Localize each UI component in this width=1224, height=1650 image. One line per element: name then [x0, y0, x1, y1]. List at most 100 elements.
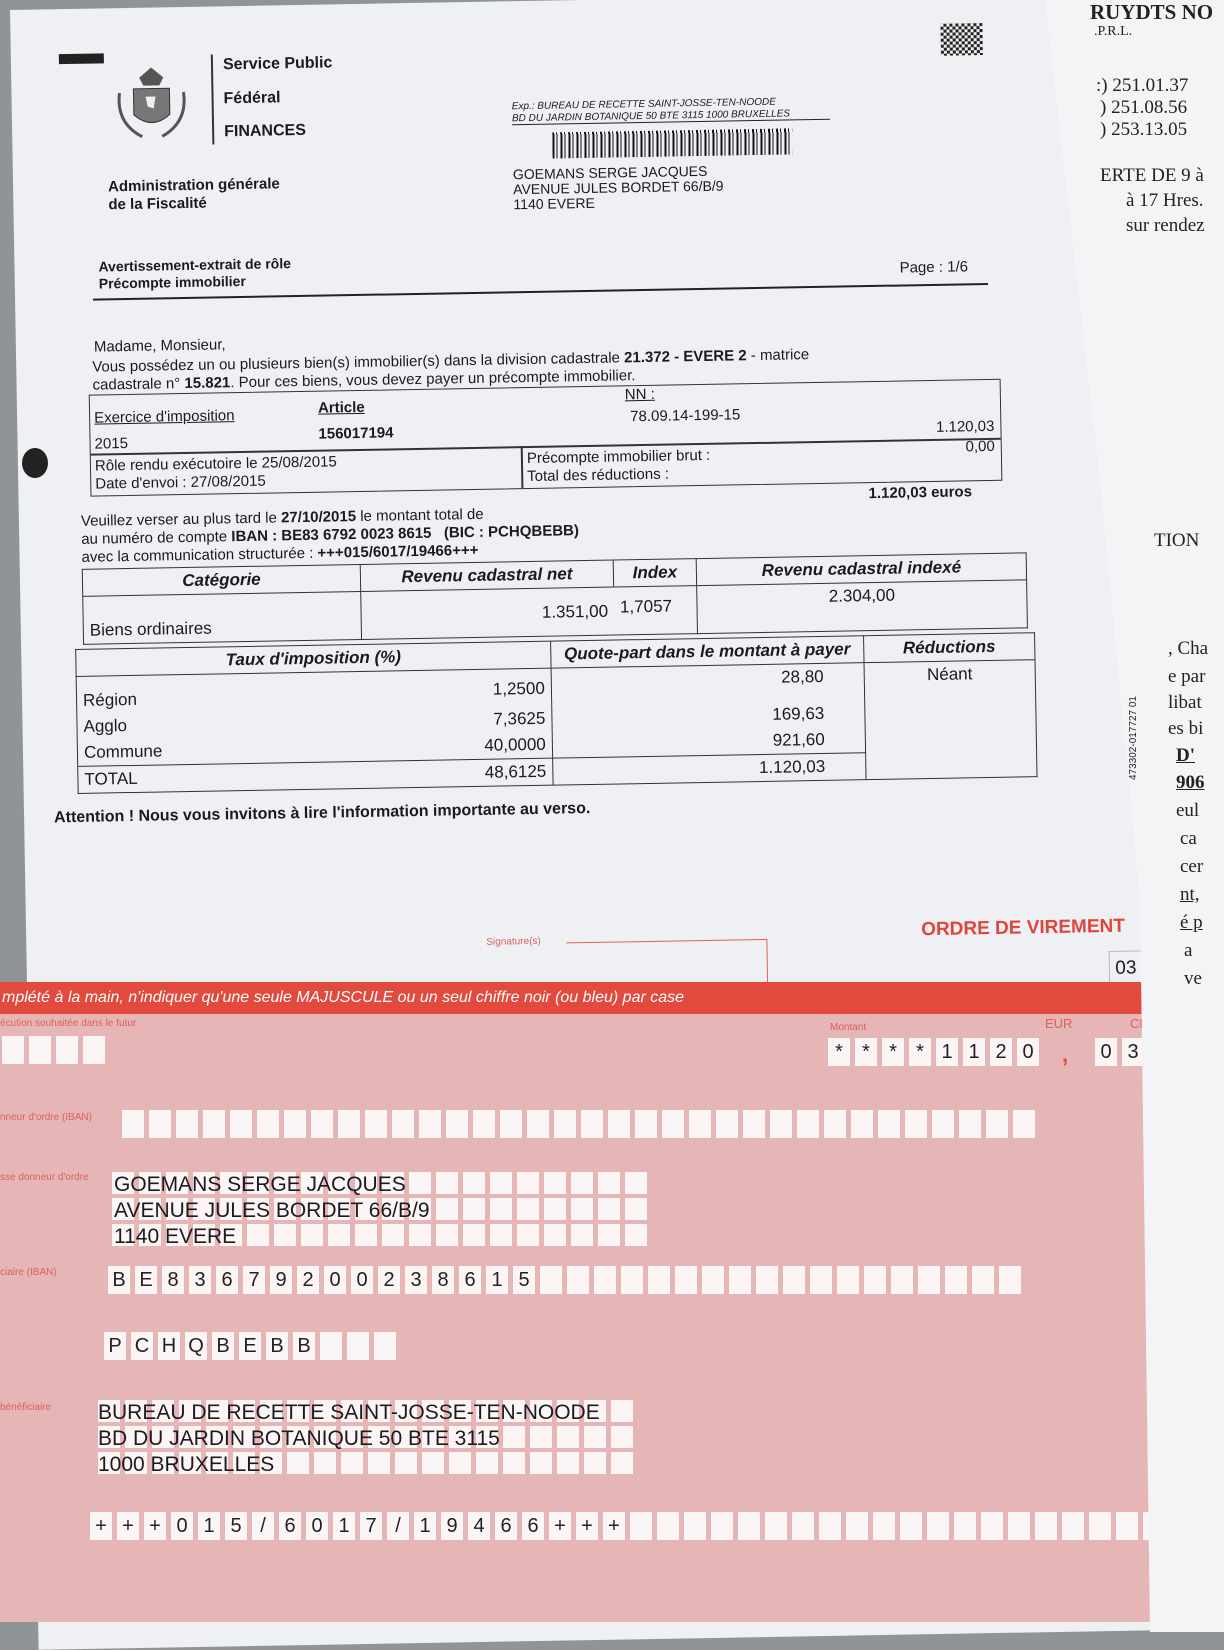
char-box[interactable]: [864, 1266, 886, 1294]
char-box[interactable]: E: [239, 1332, 261, 1360]
char-box[interactable]: 9: [441, 1512, 463, 1540]
char-box[interactable]: +: [603, 1512, 625, 1540]
char-box[interactable]: [149, 1110, 171, 1138]
char-box[interactable]: [792, 1512, 814, 1540]
char-box[interactable]: [711, 1512, 733, 1540]
char-box[interactable]: 3: [405, 1266, 427, 1294]
char-box[interactable]: [540, 1266, 562, 1294]
char-box[interactable]: +: [117, 1512, 139, 1540]
char-box[interactable]: [1062, 1512, 1084, 1540]
char-box[interactable]: [846, 1512, 868, 1540]
char-box[interactable]: 6: [216, 1266, 238, 1294]
char-box[interactable]: [500, 1110, 522, 1138]
execution-date-field[interactable]: [2, 1036, 105, 1064]
char-box[interactable]: 6: [495, 1512, 517, 1540]
char-box[interactable]: [783, 1266, 805, 1294]
char-box[interactable]: [716, 1110, 738, 1138]
char-box[interactable]: +: [144, 1512, 166, 1540]
char-box[interactable]: [176, 1110, 198, 1138]
char-box[interactable]: [981, 1512, 1003, 1540]
char-box[interactable]: [594, 1266, 616, 1294]
char-box[interactable]: [621, 1266, 643, 1294]
char-box[interactable]: /: [387, 1512, 409, 1540]
amount-field[interactable]: * * * * 1 1 2 0: [828, 1038, 1039, 1066]
char-box[interactable]: [1035, 1512, 1057, 1540]
char-box[interactable]: [932, 1110, 954, 1138]
char-box[interactable]: [756, 1266, 778, 1294]
char-box[interactable]: B: [293, 1332, 315, 1360]
char-box[interactable]: 3: [1122, 1038, 1144, 1066]
char-box[interactable]: 0: [324, 1266, 346, 1294]
char-box[interactable]: P: [104, 1332, 126, 1360]
char-box[interactable]: [320, 1332, 342, 1360]
char-box[interactable]: 4: [468, 1512, 490, 1540]
char-box[interactable]: [657, 1512, 679, 1540]
beneficiary-address-field[interactable]: BUREAU DE RECETTE SAINT-JOSSE-TEN-NOODE …: [98, 1400, 600, 1478]
char-box[interactable]: [797, 1110, 819, 1138]
char-box[interactable]: [662, 1110, 684, 1138]
char-box[interactable]: *: [828, 1038, 850, 1066]
char-box[interactable]: 7: [243, 1266, 265, 1294]
char-box[interactable]: 2: [297, 1266, 319, 1294]
char-box[interactable]: [392, 1110, 414, 1138]
char-box[interactable]: *: [882, 1038, 904, 1066]
char-box[interactable]: [527, 1110, 549, 1138]
char-box[interactable]: [2, 1036, 24, 1064]
char-box[interactable]: 0: [306, 1512, 328, 1540]
char-box[interactable]: [446, 1110, 468, 1138]
char-box[interactable]: 1: [963, 1038, 985, 1066]
char-box[interactable]: [29, 1036, 51, 1064]
char-box[interactable]: [635, 1110, 657, 1138]
char-box[interactable]: +: [549, 1512, 571, 1540]
char-box[interactable]: 6: [279, 1512, 301, 1540]
char-box[interactable]: [999, 1266, 1021, 1294]
char-box[interactable]: 0: [1095, 1038, 1117, 1066]
char-box[interactable]: [338, 1110, 360, 1138]
char-box[interactable]: [374, 1332, 396, 1360]
char-box[interactable]: B: [212, 1332, 234, 1360]
char-box[interactable]: [1116, 1512, 1138, 1540]
char-box[interactable]: [945, 1266, 967, 1294]
char-box[interactable]: [819, 1512, 841, 1540]
char-box[interactable]: [905, 1110, 927, 1138]
char-box[interactable]: [203, 1110, 225, 1138]
char-box[interactable]: 7: [360, 1512, 382, 1540]
char-box[interactable]: [1008, 1512, 1030, 1540]
char-box[interactable]: [918, 1266, 940, 1294]
char-box[interactable]: [56, 1036, 78, 1064]
donor-iban-field[interactable]: [122, 1110, 1035, 1138]
char-box[interactable]: B: [108, 1266, 130, 1294]
char-box[interactable]: [873, 1512, 895, 1540]
char-box[interactable]: B: [266, 1332, 288, 1360]
char-box[interactable]: [743, 1110, 765, 1138]
char-box[interactable]: [567, 1266, 589, 1294]
char-box[interactable]: [1089, 1512, 1111, 1540]
char-box[interactable]: [689, 1110, 711, 1138]
char-box[interactable]: [608, 1110, 630, 1138]
char-box[interactable]: [851, 1110, 873, 1138]
char-box[interactable]: [284, 1110, 306, 1138]
char-box[interactable]: [738, 1512, 760, 1540]
char-box[interactable]: 1: [486, 1266, 508, 1294]
char-box[interactable]: [257, 1110, 279, 1138]
char-box[interactable]: *: [909, 1038, 931, 1066]
char-box[interactable]: [986, 1110, 1008, 1138]
char-box[interactable]: C: [131, 1332, 153, 1360]
char-box[interactable]: [630, 1512, 652, 1540]
char-box[interactable]: [837, 1266, 859, 1294]
char-box[interactable]: [122, 1110, 144, 1138]
char-box[interactable]: [648, 1266, 670, 1294]
char-box[interactable]: 9: [270, 1266, 292, 1294]
char-box[interactable]: [1013, 1110, 1035, 1138]
char-box[interactable]: [810, 1266, 832, 1294]
donor-address-field[interactable]: GOEMANS SERGE JACQUES AVENUE JULES BORDE…: [114, 1172, 430, 1250]
char-box[interactable]: 0: [171, 1512, 193, 1540]
char-box[interactable]: [891, 1266, 913, 1294]
char-box[interactable]: 1: [198, 1512, 220, 1540]
char-box[interactable]: 1: [414, 1512, 436, 1540]
char-box[interactable]: [878, 1110, 900, 1138]
char-box[interactable]: [365, 1110, 387, 1138]
